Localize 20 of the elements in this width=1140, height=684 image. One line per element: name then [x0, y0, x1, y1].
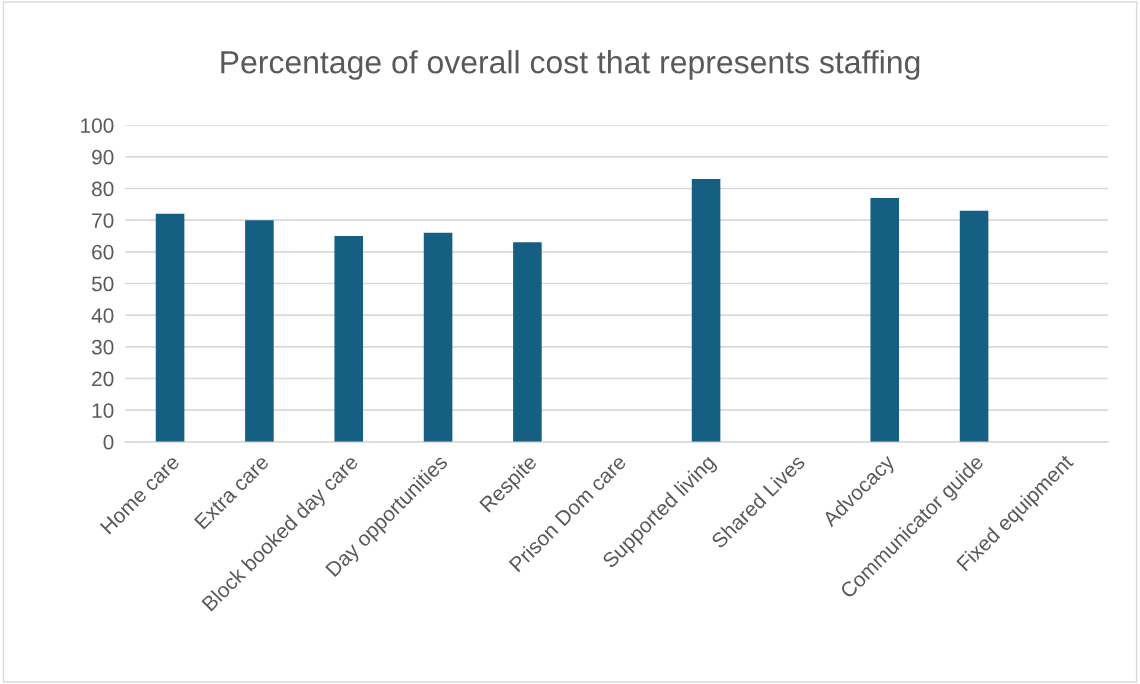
y-tick-label: 20 [92, 371, 114, 387]
y-tick-label: 90 [92, 149, 114, 165]
y-tick-label: 30 [91, 339, 114, 355]
bar [245, 220, 274, 442]
y-tick-label: 10 [92, 403, 114, 418]
bar [691, 179, 721, 442]
y-tick-label: 50 [91, 276, 114, 292]
y-tick-label: 40 [91, 308, 114, 323]
bar [870, 198, 900, 442]
bar [423, 232, 453, 442]
y-tick-label: 60 [92, 244, 114, 260]
y-tick-label: 80 [92, 181, 114, 197]
bar [513, 242, 542, 442]
y-tick-label: 70 [92, 213, 114, 228]
bar [959, 210, 989, 442]
bar [155, 213, 185, 442]
y-tick-label: 0 [103, 434, 114, 450]
bar [334, 236, 364, 442]
y-tick-label: 100 [81, 118, 114, 133]
chart-title: Percentage of overall cost that represents staffing [221, 50, 920, 80]
